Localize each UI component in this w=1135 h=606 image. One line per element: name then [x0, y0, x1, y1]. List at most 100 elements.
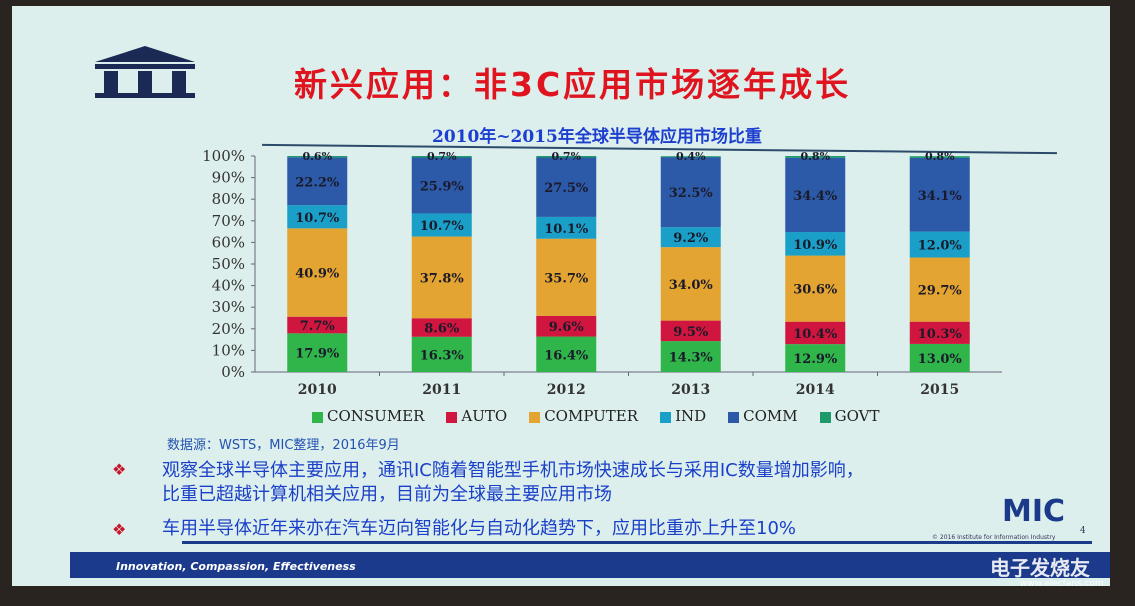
data-source: 数据源：WSTS，MIC整理，2016年9月 — [167, 438, 400, 453]
data-label: 34.1% — [918, 189, 963, 204]
y-tick-label: 100% — [202, 147, 245, 165]
legend-swatch — [312, 411, 323, 423]
y-tick-label: 70% — [212, 212, 245, 230]
data-label: 9.5% — [673, 325, 709, 340]
data-label: 16.4% — [544, 348, 589, 363]
data-label: 10.7% — [295, 211, 340, 226]
bar-segment-computer — [909, 257, 970, 322]
x-tick-label: 2012 — [547, 382, 586, 398]
bar-segment-computer — [536, 238, 597, 316]
bar-segment-consumer — [411, 336, 472, 372]
bar-segment-auto — [287, 316, 348, 334]
x-tick-label: 2013 — [671, 382, 710, 398]
y-tick-label: 60% — [212, 233, 245, 251]
bar-segment-ind — [785, 232, 846, 256]
legend-item: CONSUMER — [312, 407, 424, 425]
data-label: 27.5% — [544, 181, 589, 196]
bar-segment-auto — [411, 318, 472, 337]
data-label: 0.4% — [676, 150, 706, 163]
bar-segment-govt — [287, 156, 348, 158]
y-tick-label: 40% — [212, 277, 245, 295]
legend-label: GOVT — [834, 407, 880, 425]
legend-item: GOVT — [819, 407, 880, 425]
divider — [182, 541, 1092, 544]
legend-swatch — [819, 411, 831, 423]
bar-segment-consumer — [909, 343, 970, 372]
page-number: 4 — [1080, 526, 1086, 536]
data-label: 30.6% — [793, 283, 838, 298]
y-tick-label: 0% — [221, 363, 245, 381]
data-label: 40.9% — [295, 267, 340, 282]
data-label: 0.8% — [800, 150, 830, 163]
bar-segment-comm — [287, 157, 348, 206]
legend-label: COMM — [743, 407, 798, 425]
x-tick-label: 2014 — [796, 382, 835, 398]
legend-swatch — [446, 411, 458, 423]
data-label: 10.1% — [544, 222, 589, 237]
bullet-icon: ❖ — [112, 460, 127, 479]
data-label: 0.7% — [427, 150, 457, 163]
data-label: 0.7% — [551, 150, 581, 163]
data-label: 32.5% — [669, 186, 714, 201]
bar-segment-comm — [660, 157, 721, 228]
watermark-text: 电子发烧友 — [990, 556, 1090, 580]
legend-item: COMM — [728, 407, 798, 425]
bar-segment-consumer — [536, 336, 597, 372]
data-label: 0.8% — [925, 150, 955, 163]
legend-item: AUTO — [446, 407, 507, 425]
legend-label: CONSUMER — [327, 407, 425, 425]
legend-swatch — [660, 411, 672, 423]
bar-segment-auto — [909, 321, 970, 344]
bar-segment-comm — [909, 157, 970, 232]
chart-title: 2010年~2015年全球半导体应用市场比重 — [432, 127, 762, 147]
bar-segment-comm — [411, 157, 472, 214]
data-label: 9.2% — [673, 231, 709, 246]
data-label: 10.7% — [420, 219, 465, 234]
bar-segment-consumer — [785, 344, 846, 372]
data-label: 10.9% — [793, 238, 838, 253]
data-label: 29.7% — [918, 284, 963, 299]
bar-segment-auto — [660, 320, 721, 342]
footer-banner: Innovation, Compassion, Effectiveness — [70, 552, 1110, 578]
bar-segment-ind — [411, 213, 472, 237]
bar-segment-comm — [536, 157, 597, 217]
slide-title: 新兴应用：非3C应用市场逐年成长 — [294, 65, 852, 104]
data-label: 14.3% — [669, 351, 714, 366]
y-tick-label: 80% — [212, 190, 245, 208]
bullet-text: 车用半导体近年来亦在汽车迈向智能化与自动化趋势下，应用比重亦上升至10% — [162, 518, 797, 539]
legend-label: IND — [675, 407, 707, 425]
bar-segment-ind — [536, 216, 597, 239]
bar-segment-govt — [411, 156, 472, 158]
data-label: 17.9% — [295, 347, 340, 362]
copyright: © 2016 Institute for Information Industr… — [932, 534, 1056, 541]
y-tick-label: 30% — [212, 298, 245, 316]
data-label: 37.8% — [420, 271, 465, 286]
slide: 新兴应用：非3C应用市场逐年成长 2010年~2015年全球半导体应用市场比重 … — [12, 6, 1110, 586]
data-label: 25.9% — [420, 179, 465, 194]
data-label: 13.0% — [918, 352, 963, 367]
data-label: 10.3% — [918, 327, 963, 342]
bar-segment-ind — [909, 231, 970, 258]
data-label: 16.3% — [420, 348, 465, 363]
bullet-icon: ❖ — [112, 520, 127, 539]
legend-swatch — [728, 411, 740, 423]
chart-legend: CONSUMER AUTO COMPUTER IND COMM GOVT — [312, 407, 880, 425]
legend-item: COMPUTER — [529, 407, 638, 425]
bullet-text: 观察全球半导体主要应用，通讯IC随着智能型手机市场快速成长与采用IC数量增加影响… — [162, 460, 864, 481]
data-label: 22.2% — [295, 175, 340, 190]
legend-item: IND — [660, 407, 706, 425]
bar-segment-computer — [660, 247, 721, 321]
watermark: 电子发烧友 www.elecfans.com — [990, 552, 1104, 589]
legend-swatch — [529, 411, 541, 423]
bar-segment-govt — [909, 156, 970, 158]
x-tick-label: 2011 — [422, 382, 461, 398]
data-label: 10.4% — [793, 327, 838, 342]
data-label: 8.6% — [424, 322, 460, 337]
legend-label: AUTO — [461, 407, 508, 425]
y-tick-label: 20% — [212, 320, 245, 338]
footer-slogan: Innovation, Compassion, Effectiveness — [116, 560, 356, 573]
bar-segment-auto — [536, 315, 597, 337]
bar-segment-govt — [785, 156, 846, 158]
data-label: 35.7% — [544, 271, 589, 286]
bar-segment-computer — [411, 236, 472, 319]
